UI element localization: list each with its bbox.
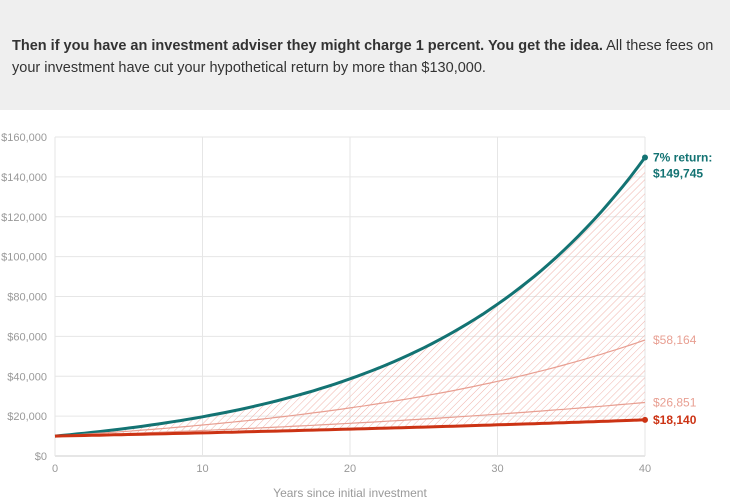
series-end-value: $149,745 xyxy=(653,166,703,180)
intro-text: Then if you have an investment adviser t… xyxy=(12,35,716,79)
y-axis-labels: $0 $20,000 $40,000 $60,000 $80,000 $100,000 $1… xyxy=(1,132,47,463)
series-line-2 xyxy=(54,339,646,437)
series-line-1 xyxy=(54,156,647,438)
intro-normal-text: All these fees on your investment have c… xyxy=(12,38,714,76)
x-axis-labels: 0 10 20 30 40 xyxy=(52,463,651,475)
y-tick-label: $140,000 xyxy=(1,172,47,184)
x-tick-label: 10 xyxy=(196,463,208,475)
series-end-label: 7% return: xyxy=(653,150,712,164)
series-end-label: $26,851 xyxy=(653,395,697,409)
y-tick-label: $60,000 xyxy=(7,331,47,343)
y-tick-label: $20,000 xyxy=(7,411,47,423)
y-tick-label: $0 xyxy=(35,451,47,463)
fee-gap-shading xyxy=(55,157,645,437)
x-tick-label: 20 xyxy=(344,463,356,475)
series-end-dot xyxy=(642,416,648,423)
series-end-dot xyxy=(642,154,648,161)
y-tick-label: $100,000 xyxy=(1,252,47,264)
growth-chart: $0 $20,000 $40,000 $60,000 $80,000 $100,000 $1… xyxy=(1,132,712,497)
y-tick-label: $40,000 xyxy=(7,371,47,383)
series-lines xyxy=(54,154,648,438)
x-axis-title: Years since initial investment xyxy=(273,486,427,497)
x-tick-label: 30 xyxy=(491,463,503,475)
intro-bold-text: Then if you have an investment adviser t… xyxy=(12,38,603,54)
series-end-label: $58,164 xyxy=(653,333,697,347)
series-end-label: $18,140 xyxy=(653,413,697,427)
intro-panel: Then if you have an investment adviser t… xyxy=(0,0,730,110)
x-tick-label: 0 xyxy=(52,463,58,475)
y-tick-label: $120,000 xyxy=(1,212,47,224)
x-tick-label: 40 xyxy=(639,463,651,475)
end-value-labels: 7% return: $149,745 $58,164 $26,851 $18,140 xyxy=(653,150,712,426)
y-tick-label: $80,000 xyxy=(7,292,47,304)
series-line-4 xyxy=(54,418,646,438)
y-tick-label: $160,000 xyxy=(1,132,47,144)
